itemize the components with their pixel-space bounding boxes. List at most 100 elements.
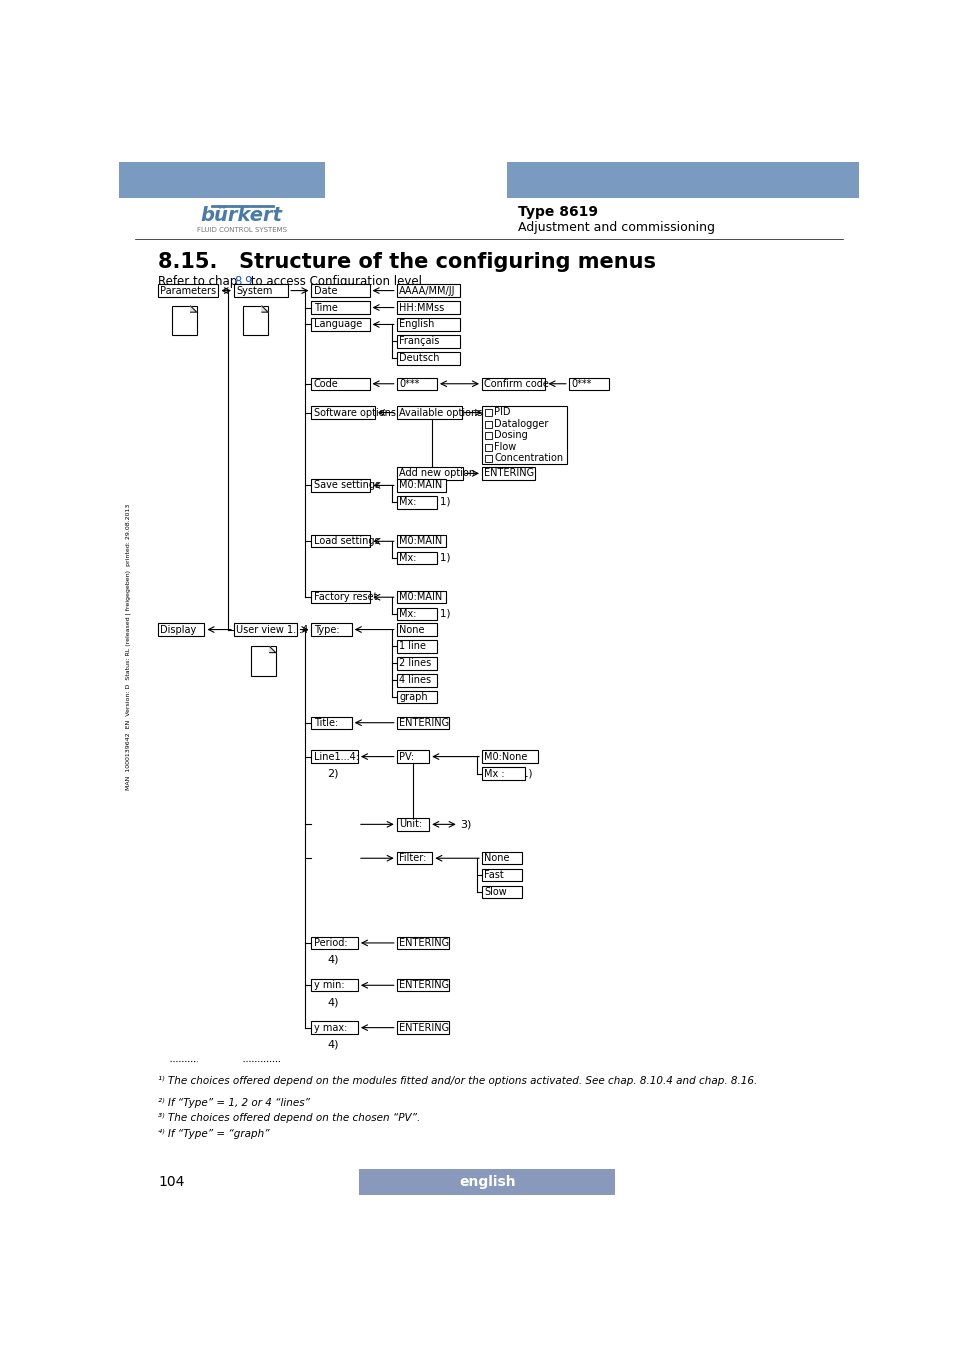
Text: Display: Display [160, 625, 196, 634]
Text: Period:: Period: [314, 938, 347, 948]
FancyBboxPatch shape [311, 1022, 357, 1034]
Text: ⁴⁾ If “Type” = “graph”: ⁴⁾ If “Type” = “graph” [158, 1129, 270, 1138]
FancyBboxPatch shape [396, 552, 436, 564]
FancyBboxPatch shape [396, 717, 449, 729]
FancyBboxPatch shape [396, 406, 461, 418]
FancyBboxPatch shape [243, 306, 268, 335]
FancyBboxPatch shape [311, 591, 370, 603]
FancyBboxPatch shape [396, 335, 459, 347]
Text: Code: Code [314, 379, 338, 389]
FancyBboxPatch shape [396, 691, 436, 703]
Text: User view 1...4: User view 1...4 [236, 625, 308, 634]
FancyBboxPatch shape [568, 378, 608, 390]
Text: ENTERING: ENTERING [398, 718, 449, 728]
FancyBboxPatch shape [481, 406, 567, 464]
Text: ...   1): ... 1) [419, 609, 450, 618]
FancyBboxPatch shape [481, 886, 521, 898]
FancyBboxPatch shape [484, 444, 492, 451]
FancyBboxPatch shape [311, 624, 352, 636]
Text: Line1...4:: Line1...4: [314, 752, 358, 761]
Text: Available options: Available options [398, 408, 482, 417]
Text: graph: graph [398, 693, 427, 702]
Text: 3): 3) [459, 819, 471, 829]
FancyBboxPatch shape [311, 979, 357, 991]
Text: Software options: Software options [314, 408, 395, 417]
Text: ...   1): ... 1) [501, 768, 532, 779]
Text: FLUID CONTROL SYSTEMS: FLUID CONTROL SYSTEMS [196, 227, 287, 232]
FancyBboxPatch shape [396, 608, 436, 620]
Text: ENTERING: ENTERING [484, 468, 534, 478]
FancyBboxPatch shape [481, 467, 534, 479]
Text: 104: 104 [158, 1176, 184, 1189]
Text: Flow: Flow [494, 441, 517, 452]
Text: Date: Date [314, 286, 337, 296]
Text: M0:MAIN: M0:MAIN [398, 536, 442, 547]
Text: 8.15.   Structure of the configuring menus: 8.15. Structure of the configuring menus [158, 252, 656, 273]
Text: y min:: y min: [314, 980, 344, 991]
Text: 4 lines: 4 lines [398, 675, 431, 686]
Text: Save settings: Save settings [314, 481, 379, 490]
Text: ENTERING: ENTERING [398, 1023, 449, 1033]
FancyBboxPatch shape [396, 285, 459, 297]
FancyBboxPatch shape [158, 285, 218, 297]
Text: English: English [398, 320, 434, 329]
FancyBboxPatch shape [484, 421, 492, 428]
Text: Load settings: Load settings [314, 536, 379, 547]
Text: PV:: PV: [398, 752, 414, 761]
FancyBboxPatch shape [311, 535, 370, 548]
FancyBboxPatch shape [311, 406, 375, 418]
Text: 0***: 0*** [571, 379, 591, 389]
Text: M0:MAIN: M0:MAIN [398, 593, 442, 602]
FancyBboxPatch shape [396, 1022, 449, 1034]
FancyBboxPatch shape [311, 937, 357, 949]
Text: Mx:: Mx: [398, 497, 416, 508]
Text: Unit:: Unit: [398, 819, 422, 829]
FancyBboxPatch shape [311, 285, 369, 297]
FancyBboxPatch shape [396, 535, 446, 548]
FancyBboxPatch shape [311, 751, 357, 763]
FancyBboxPatch shape [311, 479, 370, 491]
FancyBboxPatch shape [359, 1169, 615, 1195]
Text: Filter:: Filter: [398, 853, 426, 863]
Text: ENTERING: ENTERING [398, 938, 449, 948]
FancyBboxPatch shape [396, 674, 436, 687]
Text: Refer to chap.: Refer to chap. [158, 275, 245, 288]
Text: Deutsch: Deutsch [398, 354, 439, 363]
Text: None: None [398, 625, 424, 634]
Text: 8.9: 8.9 [233, 275, 253, 288]
FancyBboxPatch shape [172, 306, 196, 335]
Text: 0***: 0*** [398, 379, 419, 389]
Text: Confirm code: Confirm code [484, 379, 549, 389]
FancyBboxPatch shape [396, 640, 436, 652]
Text: Type 8619: Type 8619 [517, 205, 598, 219]
FancyBboxPatch shape [158, 624, 204, 636]
FancyBboxPatch shape [396, 479, 446, 491]
Text: Time: Time [314, 302, 337, 313]
Text: ¹⁾ The choices offered depend on the modules fitted and/or the options activated: ¹⁾ The choices offered depend on the mod… [158, 1076, 757, 1087]
FancyBboxPatch shape [396, 937, 449, 949]
Text: ...   1): ... 1) [419, 552, 450, 563]
Text: ENTERING: ENTERING [398, 980, 449, 991]
Text: to access Configuration level.: to access Configuration level. [247, 275, 425, 288]
FancyBboxPatch shape [396, 657, 436, 670]
FancyBboxPatch shape [311, 301, 369, 313]
FancyBboxPatch shape [396, 751, 429, 763]
FancyBboxPatch shape [484, 432, 492, 439]
FancyBboxPatch shape [233, 285, 288, 297]
Text: ...   1): ... 1) [419, 497, 450, 506]
Text: M0:None: M0:None [484, 752, 527, 761]
Text: ³⁾ The choices offered depend on the chosen “PV”.: ³⁾ The choices offered depend on the cho… [158, 1114, 420, 1123]
Text: PID: PID [494, 408, 510, 417]
FancyBboxPatch shape [481, 378, 545, 390]
FancyBboxPatch shape [396, 852, 432, 864]
Text: Add new option: Add new option [398, 468, 475, 478]
Text: M0:MAIN: M0:MAIN [398, 481, 442, 490]
Text: 4): 4) [327, 998, 338, 1007]
Text: Mx :: Mx : [484, 768, 504, 779]
FancyBboxPatch shape [396, 818, 429, 830]
Text: ²⁾ If “Type” = 1, 2 or 4 “lines”: ²⁾ If “Type” = 1, 2 or 4 “lines” [158, 1098, 310, 1108]
FancyBboxPatch shape [484, 455, 492, 462]
Polygon shape [191, 306, 196, 312]
Text: Adjustment and commissioning: Adjustment and commissioning [517, 221, 715, 234]
Text: Français: Français [398, 336, 439, 347]
